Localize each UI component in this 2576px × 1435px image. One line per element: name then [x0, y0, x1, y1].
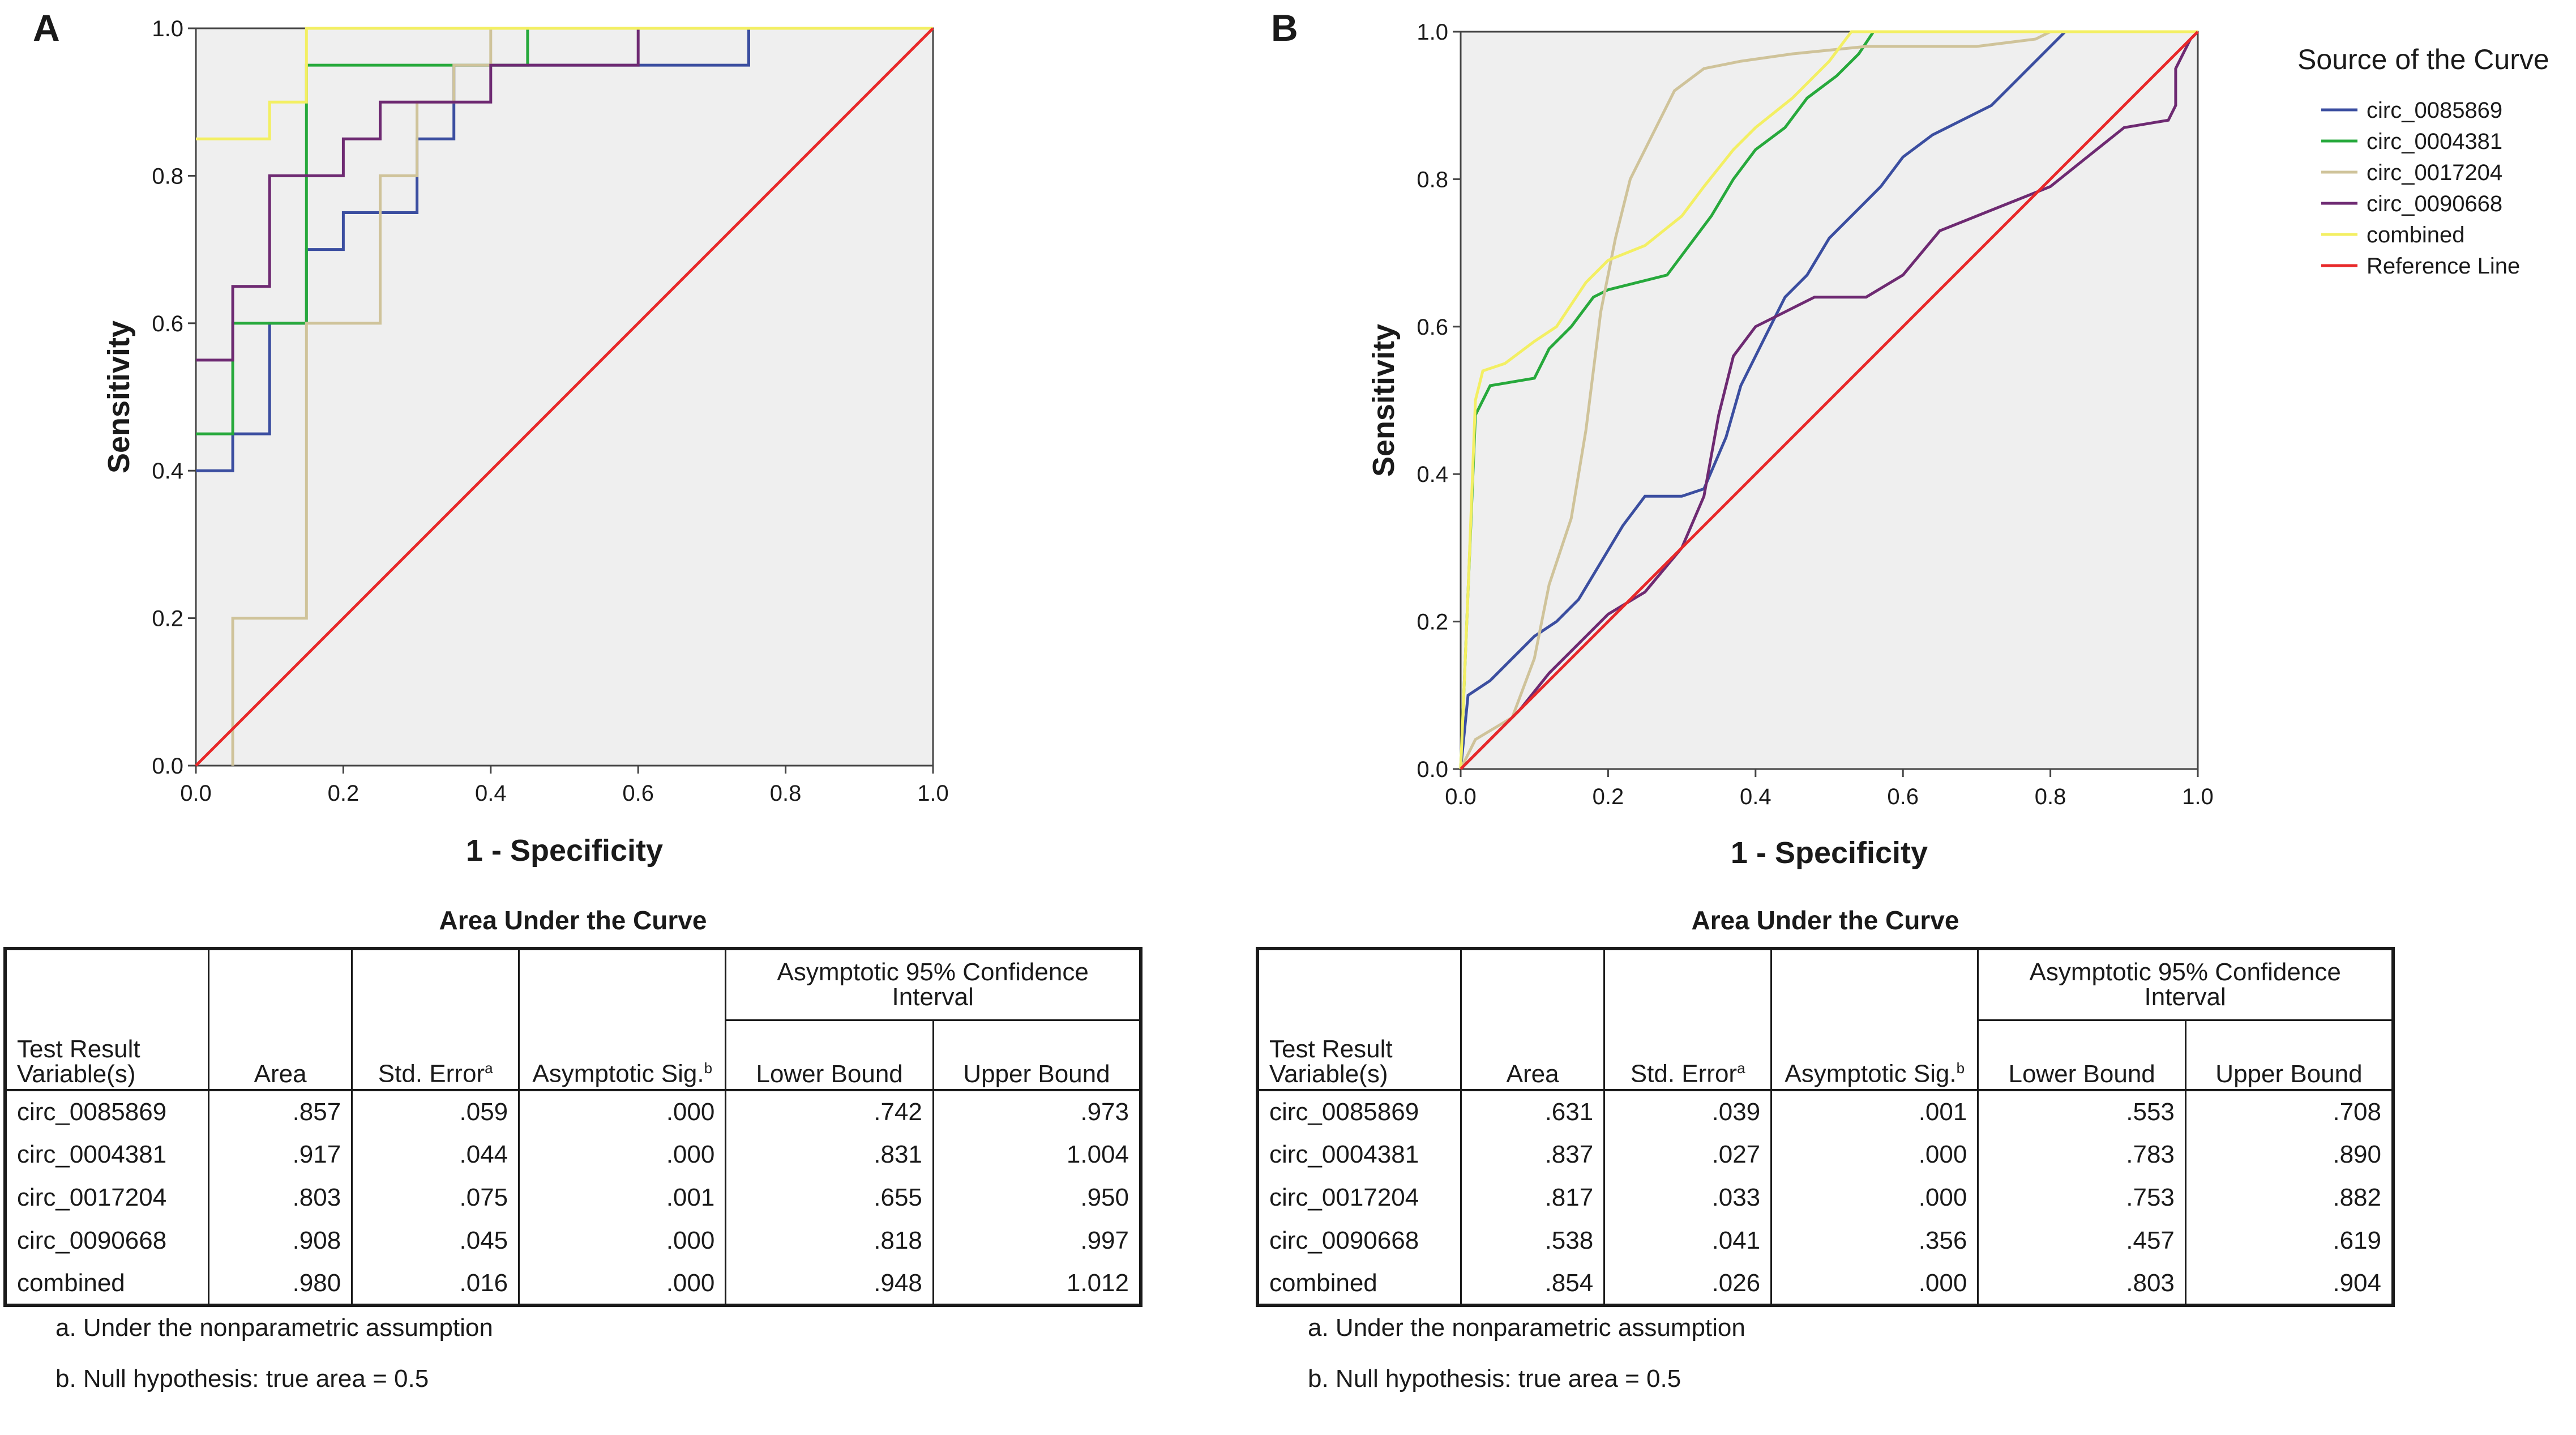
header-test-variable: Test Result Variable(s) [1256, 949, 1462, 1091]
legend-label-reference-line: Reference Line [2367, 254, 2520, 279]
legend-title: Source of the Curve [2297, 44, 2549, 75]
header-lower-bound: Lower Bound [1977, 1019, 2186, 1091]
x-tick-label: 0.2 [328, 781, 360, 806]
y-tick-label: 0.4 [1417, 462, 1448, 487]
x-tick-label: 0.8 [770, 781, 802, 806]
y-axis-title-a: Sensitivity [102, 321, 136, 473]
auc-table-b: Test Result Variable(s) Area Std. Errora… [1256, 947, 2395, 1307]
figure: A 0.0 0.2 0.4 0.6 0.8 1.0 0.0 0.2 0.4 0.6 0.8 1.0 1… [33, 7, 2549, 870]
roc-curve-circ-0090668 [1460, 31, 2199, 770]
x-tick-label: 0.8 [2035, 784, 2066, 809]
ticks-b: 0.0 0.2 0.4 0.6 0.8 1.0 0.0 0.2 0.4 0.6 0.8 1.0 [1417, 20, 2213, 809]
panel-a: A 0.0 0.2 0.4 0.6 0.8 1.0 0.0 0.2 0.4 0.6 0.8 1.0 1… [33, 7, 949, 868]
table-row: circ_0085869 .857 .059 .000 .742 .973 [4, 1090, 1142, 1133]
header-area: Area [208, 949, 353, 1091]
roc-curve-circ-0085869 [1459, 30, 2198, 770]
header-confidence-interval: Asymptotic 95% Confidence Interval [725, 947, 1142, 1021]
table-row: circ_0085869 .631 .039 .001 .553 .708 [1256, 1090, 2394, 1133]
table-title-b: Area Under the Curve [1691, 906, 1959, 935]
panel-b: B 0.0 0.2 0.4 0.6 0.8 1.0 0.0 0.2 0.4 0.6 0.8 1.0 1… [1271, 7, 2214, 870]
table-row: circ_0004381 .917 .044 .000 .831 1.004 [4, 1133, 1142, 1176]
legend-label-circ-0017204: circ_0017204 [2367, 160, 2502, 185]
table-row: circ_0090668 .538 .041 .356 .457 .619 [1256, 1219, 2394, 1262]
panel-letter-a: A [33, 7, 60, 49]
header-upper-bound: Upper Bound [932, 1019, 1142, 1091]
table-row: circ_0017204 .817 .033 .000 .753 .882 [1256, 1176, 2394, 1219]
table-row: combined .980 .016 .000 .948 1.012 [4, 1262, 1142, 1305]
auc-table-a: Test Result Variable(s) Area Std. Errora… [3, 947, 1142, 1307]
x-tick-label: 0.4 [1740, 784, 1771, 809]
header-area: Area [1460, 949, 1606, 1091]
legend-label-combined: combined [2367, 223, 2464, 247]
header-test-variable: Test Result Variable(s) [4, 949, 210, 1091]
table-row: circ_0090668 .908 .045 .000 .818 .997 [4, 1219, 1142, 1262]
x-tick-label: 0.0 [1445, 784, 1477, 809]
x-tick-label: 0.2 [1593, 784, 1624, 809]
x-tick-label: 0.0 [180, 781, 212, 806]
y-tick-label: 0.8 [1417, 167, 1448, 192]
legend-label-circ-0085869: circ_0085869 [2367, 98, 2502, 123]
header-asymptotic-sig: Asymptotic Sig.b [1770, 949, 1979, 1091]
table-row: circ_0017204 .803 .075 .001 .655 .950 [4, 1176, 1142, 1219]
roc-curve-circ-0004381 [196, 27, 933, 435]
table-title-a: Area Under the Curve [439, 906, 707, 935]
x-tick-label: 0.4 [475, 781, 507, 806]
header-std-error: Std. Errora [1603, 949, 1773, 1091]
roc-curve-circ-0017204 [1459, 30, 2198, 770]
roc-curve-combined [1459, 30, 2198, 770]
y-tick-label: 0.8 [152, 164, 183, 189]
roc-curve-reference-line [1460, 31, 2199, 770]
header-confidence-interval: Asymptotic 95% Confidence Interval [1977, 947, 2394, 1021]
x-tick-label: 1.0 [2182, 784, 2214, 809]
table-row: combined .854 .026 .000 .803 .904 [1256, 1262, 2394, 1305]
panel-letter-b: B [1271, 7, 1298, 49]
footnote-a-a: a. Under the nonparametric assumption [55, 1314, 493, 1342]
header-lower-bound: Lower Bound [725, 1019, 934, 1091]
header-std-error: Std. Errora [351, 949, 520, 1091]
x-axis-title-b: 1 - Specificity [1731, 836, 1928, 870]
legend-label-circ-0090668: circ_0090668 [2367, 191, 2502, 216]
footnote-a-b: b. Null hypothesis: true area = 0.5 [55, 1365, 429, 1393]
y-tick-label: 0.6 [152, 311, 183, 336]
y-tick-label: 0.0 [1417, 757, 1448, 782]
y-tick-label: 1.0 [1417, 20, 1448, 45]
legend: Source of the Curve circ_0085869 circ_000… [2297, 44, 2549, 279]
lines-a [195, 27, 934, 767]
footnote-b-b: b. Null hypothesis: true area = 0.5 [1308, 1365, 1681, 1393]
roc-curve-circ-0090668 [196, 27, 933, 362]
y-tick-label: 0.0 [152, 754, 183, 779]
roc-curve-circ-0004381 [1459, 30, 2198, 770]
footnote-b-a: a. Under the nonparametric assumption [1308, 1314, 1745, 1342]
lines-b [1459, 30, 2199, 770]
y-tick-label: 0.4 [152, 459, 183, 484]
y-tick-label: 1.0 [152, 16, 183, 41]
y-axis-title-b: Sensitivity [1367, 324, 1401, 477]
roc-curve-combined [196, 27, 933, 140]
roc-curve-reference-line [195, 27, 934, 767]
legend-items: circ_0085869 circ_0004381 circ_0017204circ… [2321, 98, 2520, 279]
header-upper-bound: Upper Bound [2184, 1019, 2394, 1091]
y-tick-label: 0.2 [1417, 610, 1448, 635]
y-tick-label: 0.6 [1417, 315, 1448, 340]
x-tick-label: 0.6 [622, 781, 654, 806]
y-tick-label: 0.2 [152, 607, 183, 631]
x-axis-title-a: 1 - Specificity [466, 834, 663, 868]
ticks-a: 0.0 0.2 0.4 0.6 0.8 1.0 0.0 0.2 0.4 0.6 0.8 1.0 [152, 16, 948, 806]
legend-label-circ-0004381: circ_0004381 [2367, 129, 2502, 154]
x-tick-label: 0.6 [1887, 784, 1919, 809]
header-asymptotic-sig: Asymptotic Sig.b [518, 949, 727, 1091]
x-tick-label: 1.0 [917, 781, 949, 806]
table-row: circ_0004381 .837 .027 .000 .783 .890 [1256, 1133, 2394, 1176]
